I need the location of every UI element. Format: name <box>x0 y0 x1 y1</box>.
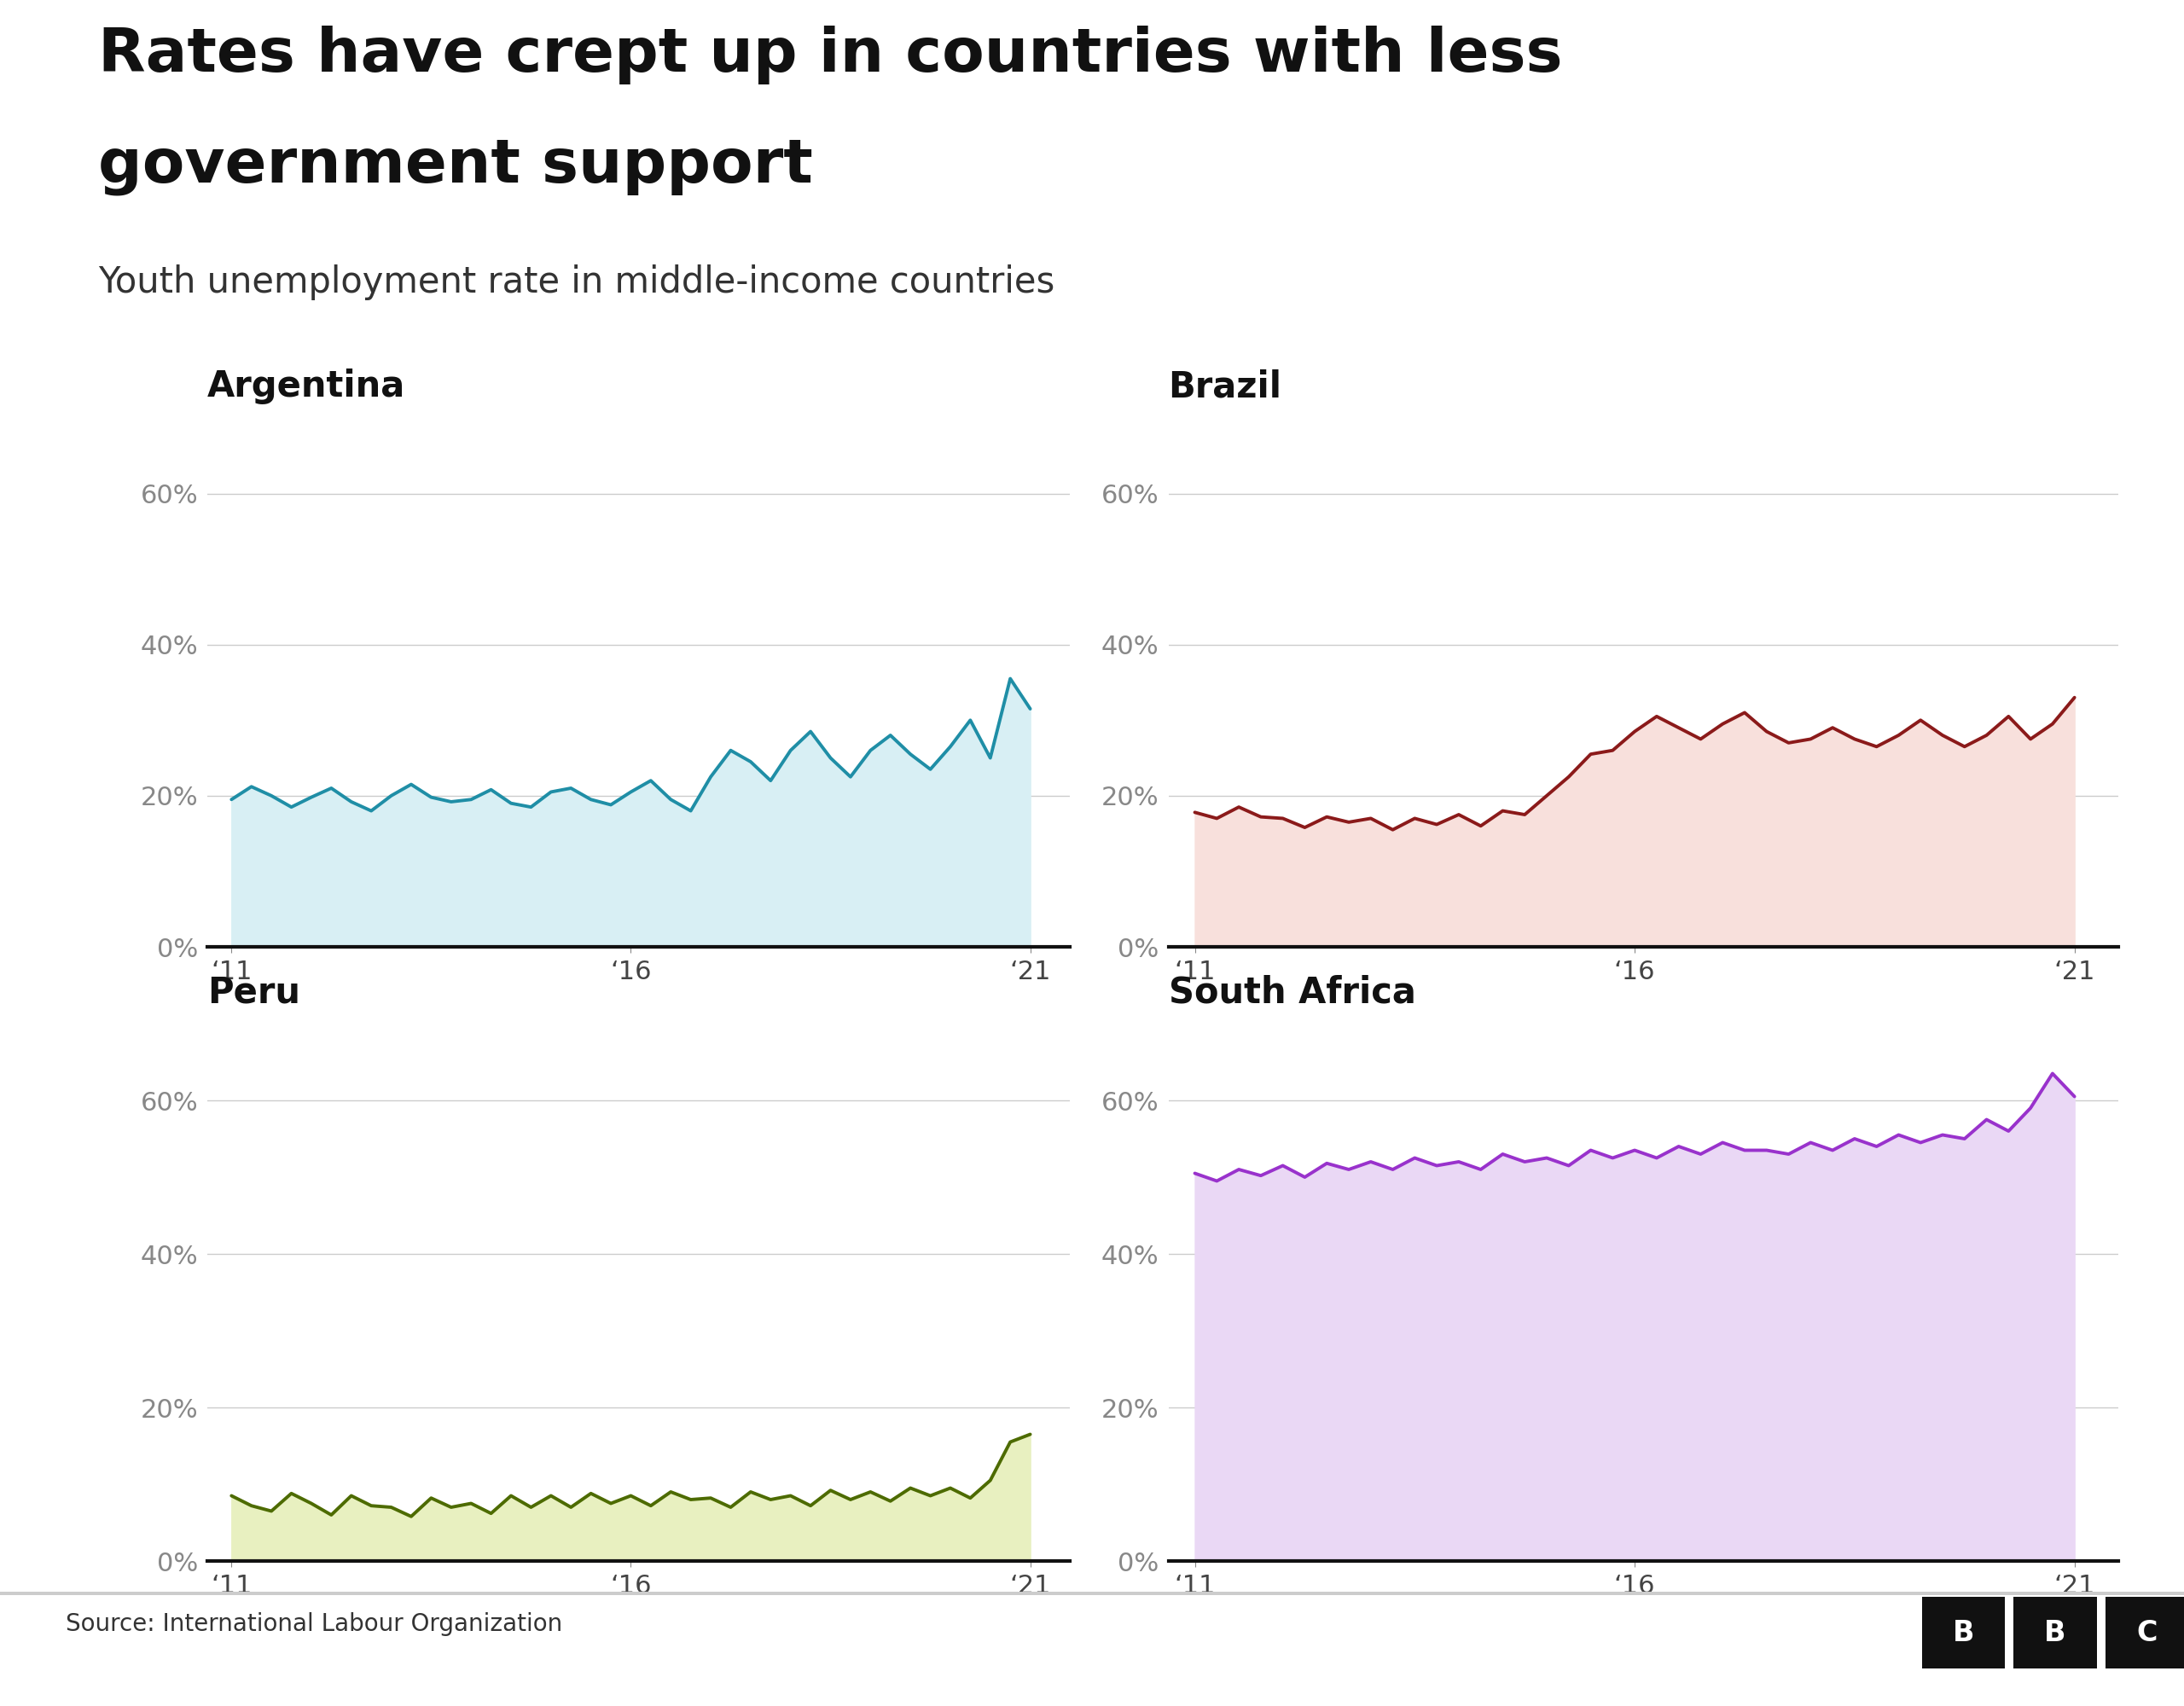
Text: Peru: Peru <box>207 974 301 1010</box>
Text: Youth unemployment rate in middle-income countries: Youth unemployment rate in middle-income… <box>98 264 1055 300</box>
Text: government support: government support <box>98 136 812 194</box>
Text: Source: International Labour Organization: Source: International Labour Organizatio… <box>66 1612 561 1636</box>
Text: C: C <box>2136 1619 2158 1646</box>
Text: B: B <box>2044 1619 2066 1646</box>
Text: South Africa: South Africa <box>1168 974 1415 1010</box>
Text: B: B <box>1952 1619 1974 1646</box>
Text: Brazil: Brazil <box>1168 368 1282 404</box>
Text: Argentina: Argentina <box>207 368 406 404</box>
Text: Rates have crept up in countries with less: Rates have crept up in countries with le… <box>98 26 1564 84</box>
